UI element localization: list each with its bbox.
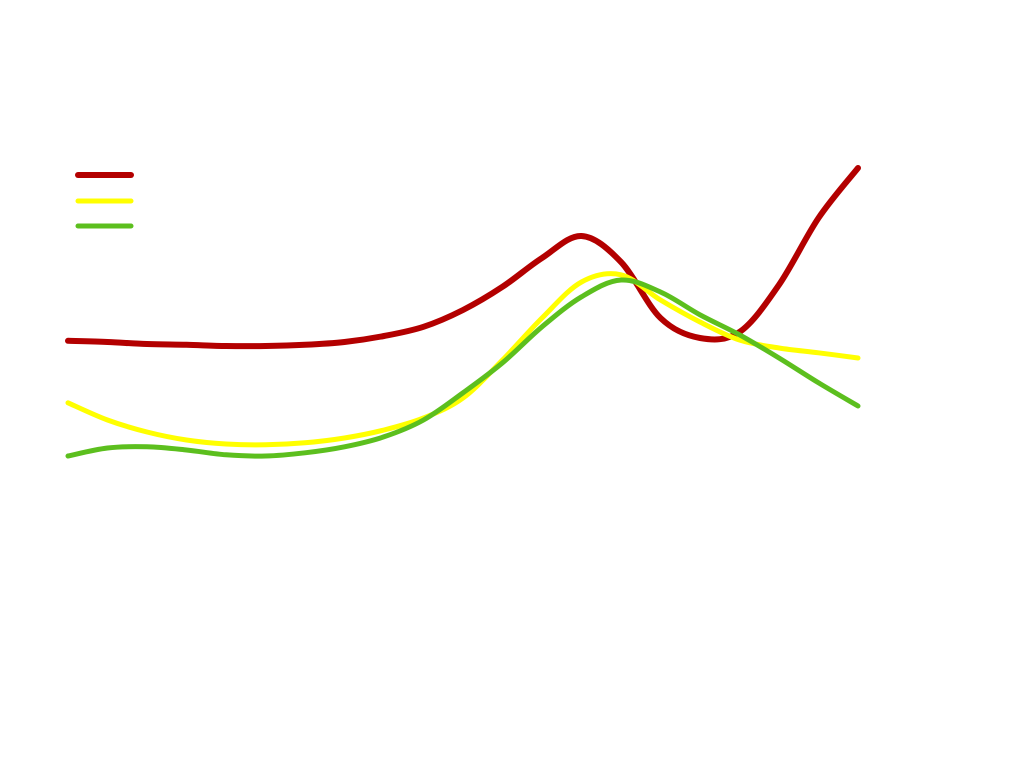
series-line-1 bbox=[65, 165, 861, 350]
series-line-3 bbox=[65, 277, 861, 459]
series-line-2 bbox=[65, 271, 861, 448]
legend bbox=[75, 172, 134, 229]
plot-area bbox=[65, 165, 861, 459]
